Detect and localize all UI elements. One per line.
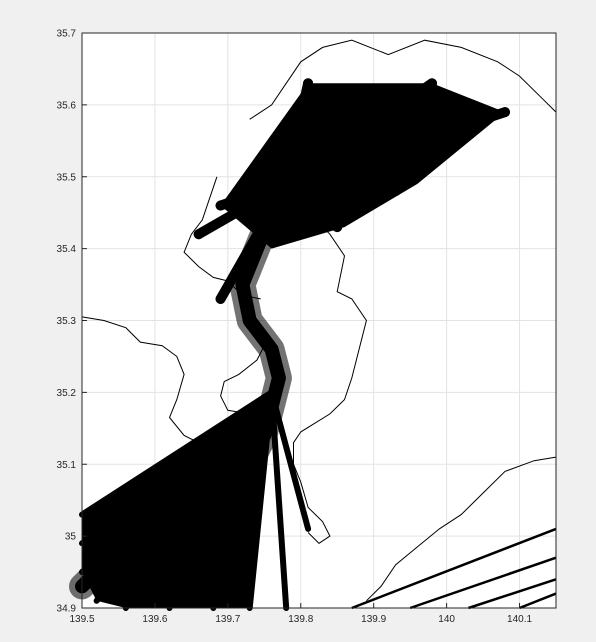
coastline-east <box>366 456 557 602</box>
coastline-west <box>81 316 236 447</box>
route-east-0 <box>351 527 557 610</box>
y-tick-label-5: 35.4 <box>57 244 77 255</box>
route-east-1 <box>409 556 557 610</box>
coastline-west-bay <box>220 345 265 450</box>
route-hub-node-7 <box>215 293 226 304</box>
route-fan-8 <box>268 389 290 611</box>
y-tick-label-1: 35 <box>65 532 77 543</box>
x-tick-label-1: 139.6 <box>142 614 167 625</box>
routes <box>69 78 557 611</box>
x-tick-label-2: 139.7 <box>215 614 240 625</box>
coastline-west-upper <box>183 176 261 300</box>
y-tick-label-6: 35.5 <box>57 172 77 183</box>
coastline-boso <box>293 162 367 544</box>
y-tick-label-0: 34.9 <box>57 604 77 615</box>
ticks: 139.5 139.6 139.7 139.8 139.9 140 140.1 34.9 35 3… <box>57 29 533 626</box>
y-tick-label-2: 35.1 <box>57 460 77 471</box>
route-hub-node-6 <box>193 229 204 240</box>
y-tick-label-3: 35.2 <box>57 388 77 399</box>
x-tick-label-0: 139.5 <box>69 614 94 625</box>
x-tick-label-6: 140.1 <box>507 614 532 625</box>
route-east-3 <box>519 592 557 610</box>
x-tick-label-3: 139.8 <box>288 614 313 625</box>
coastline-north <box>249 39 557 120</box>
route-east-2 <box>468 578 557 610</box>
route-fan-area <box>82 392 272 608</box>
y-tick-label-7: 35.6 <box>57 100 77 111</box>
coastlines <box>81 39 557 602</box>
y-tick-label-8: 35.7 <box>57 29 77 40</box>
y-tick-label-4: 35.3 <box>57 316 77 327</box>
x-tick-label-5: 140 <box>438 614 455 625</box>
route-upper-bay-area <box>220 83 505 249</box>
route-hub-node-2 <box>499 107 510 118</box>
route-fan-9 <box>268 389 312 532</box>
x-tick-label-4: 139.9 <box>361 614 386 625</box>
